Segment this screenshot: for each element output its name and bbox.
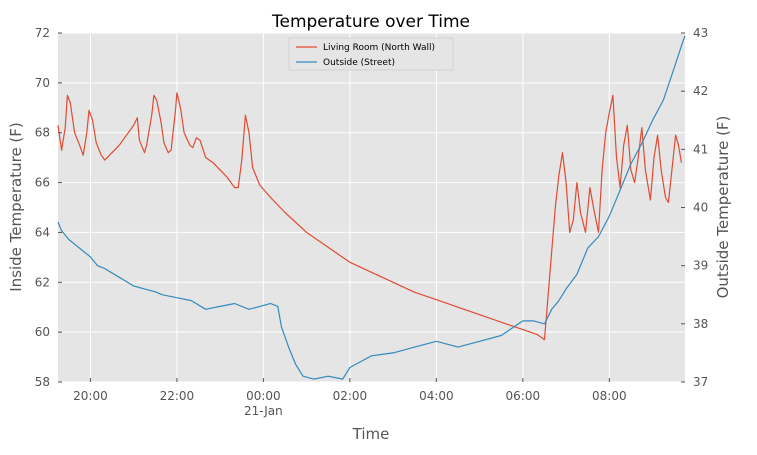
x-axis-label: Time bbox=[352, 425, 390, 443]
y-tick-label-left: 72 bbox=[35, 26, 50, 40]
y-axis-label-right: Outside Temperature (F) bbox=[714, 116, 732, 299]
y-tick-label-right: 38 bbox=[693, 317, 708, 331]
x-tick-label: 20:00 bbox=[73, 389, 108, 403]
x-tick-label: 04:00 bbox=[419, 389, 454, 403]
series-line-outside bbox=[57, 35, 686, 380]
legend-label-living-room: Living Room (North Wall) bbox=[323, 43, 435, 53]
x-tick-label: 08:00 bbox=[592, 389, 627, 403]
y-axis-label-left: Inside Temperature (F) bbox=[7, 122, 25, 292]
y-tick-label-right: 37 bbox=[693, 375, 708, 389]
series-layer bbox=[57, 35, 686, 380]
y-tick-label-left: 66 bbox=[35, 176, 50, 190]
chart-title: Temperature over Time bbox=[271, 12, 470, 32]
y-tick-label-right: 39 bbox=[693, 259, 708, 273]
y-tick-label-left: 62 bbox=[35, 275, 50, 289]
y-tick-label-right: 42 bbox=[693, 84, 708, 98]
y-tick-label-left: 60 bbox=[35, 325, 50, 339]
y-tick-label-right: 40 bbox=[693, 201, 708, 215]
x-tick-label: 02:00 bbox=[333, 389, 368, 403]
y-tick-label-left: 64 bbox=[35, 225, 50, 239]
x-tick-sublabel: 21-Jan bbox=[244, 404, 283, 418]
legend: Living Room (North Wall) Outside (Street… bbox=[288, 37, 454, 71]
x-tick-label: 06:00 bbox=[506, 389, 541, 403]
x-tick-label: 22:00 bbox=[160, 389, 195, 403]
plot-area bbox=[58, 33, 685, 382]
legend-box bbox=[288, 37, 454, 71]
legend-label-outside: Outside (Street) bbox=[323, 58, 395, 68]
y-tick-label-left: 58 bbox=[35, 375, 50, 389]
x-tick-label: 00:00 bbox=[246, 389, 281, 403]
y-tick-label-right: 41 bbox=[693, 142, 708, 156]
series-line-living-room bbox=[57, 92, 682, 341]
y-tick-label-left: 70 bbox=[35, 76, 50, 90]
y-tick-label-right: 43 bbox=[693, 26, 708, 40]
ticks: 58 60 62 64 66 68 70 72 37 38 39 40 41 42 43 20:00 22:00… bbox=[35, 26, 709, 418]
y-tick-label-left: 68 bbox=[35, 126, 50, 140]
